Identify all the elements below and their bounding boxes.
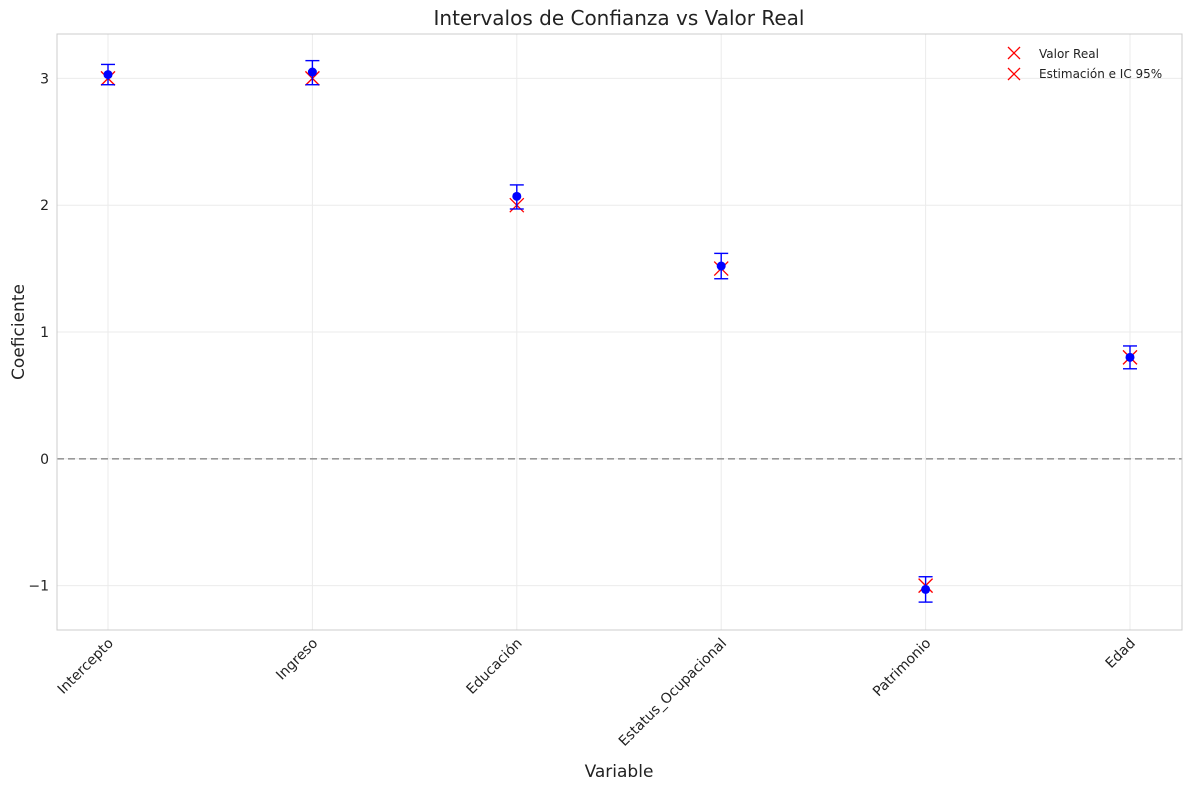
- estimate-errorbar: [918, 576, 933, 603]
- estimate-errorbar: [305, 59, 320, 86]
- legend-x-marker: [1007, 67, 1021, 81]
- chart-title: Intervalos de Confianza vs Valor Real: [434, 6, 805, 30]
- legend-label-real: Valor Real: [1039, 47, 1099, 61]
- plot-area-frame: [56, 33, 1183, 631]
- legend-entry-real: Valor Real: [1007, 46, 1099, 61]
- estimate-point: [512, 191, 522, 201]
- estimate-point: [716, 261, 726, 271]
- estimate-point: [103, 70, 113, 80]
- legend-x-marker: [1007, 46, 1021, 60]
- legend-entry-estimate: Estimación e IC 95%: [1007, 67, 1162, 81]
- legend-label-estimate: Estimación e IC 95%: [1039, 67, 1162, 81]
- x-marker-stroke: [1007, 67, 1021, 81]
- estimate-errorbar: [1123, 345, 1137, 370]
- estimate-point: [1125, 352, 1135, 362]
- legend-marker-x-icon: [1007, 67, 1021, 81]
- estimate-errorbar: [509, 184, 524, 210]
- estimate-point: [307, 67, 317, 77]
- y-tick-label: 2: [40, 198, 49, 214]
- x-axis-title: Variable: [585, 762, 654, 782]
- x-marker-stroke: [1007, 46, 1021, 60]
- y-axis-ticks: −1 0 1 2 3: [28, 71, 49, 594]
- estimate-point: [921, 584, 931, 594]
- y-tick-label: 0: [40, 452, 49, 468]
- y-tick-label: −1: [28, 579, 49, 595]
- legend: Valor Real Estimación e IC 95%: [1007, 46, 1162, 81]
- estimate-errorbar: [714, 252, 729, 280]
- legend-marker-x-icon: [1007, 46, 1021, 60]
- estimate-errorbar: [101, 63, 115, 86]
- y-tick-label: 3: [40, 71, 49, 87]
- data-marks: [100, 59, 1138, 603]
- y-axis-title: Coeficiente: [9, 284, 29, 380]
- y-tick-label: 1: [40, 325, 49, 341]
